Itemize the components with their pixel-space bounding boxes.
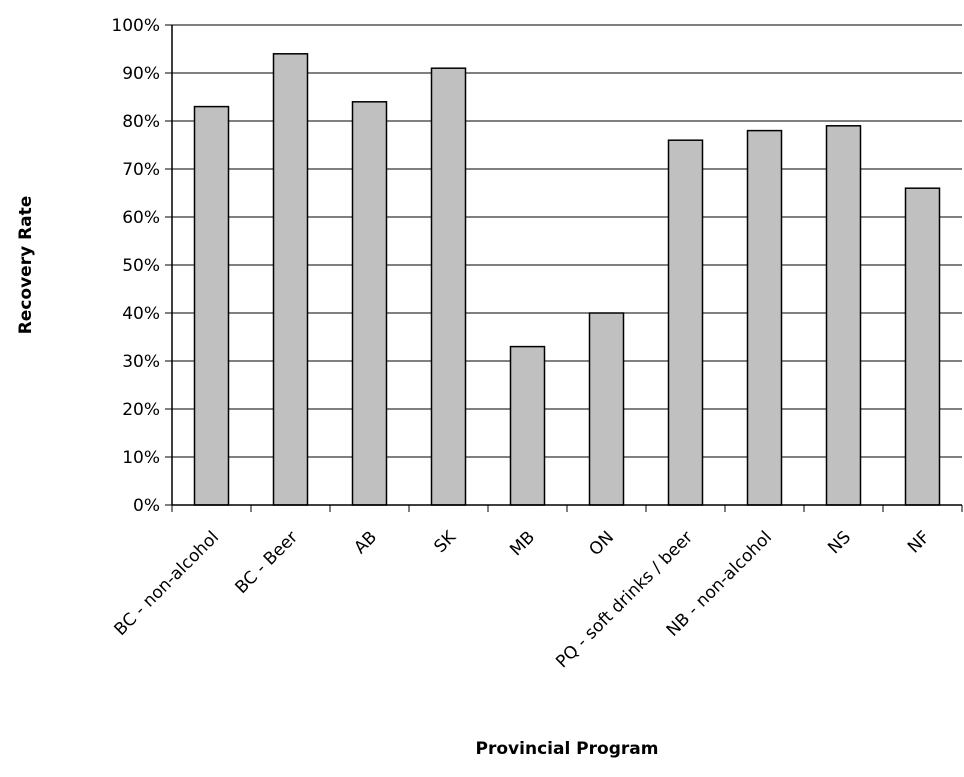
- x-category-label: ON: [585, 527, 618, 560]
- y-axis-title: Recovery Rate: [16, 196, 36, 335]
- y-tick-label: 80%: [122, 112, 160, 132]
- bar: [351, 101, 388, 506]
- labels: 0% 10% 20% 30% 40% 50% 60% 70% 80% 90% 100% BC - no…: [111, 16, 934, 672]
- y-tick-label: 100%: [111, 16, 160, 36]
- bar: [193, 105, 230, 506]
- bar: [272, 53, 309, 506]
- bar: [746, 129, 783, 506]
- x-category-label: BC - Beer: [232, 527, 303, 598]
- y-tick-label: 60%: [122, 208, 160, 228]
- x-category-label: MB: [506, 527, 539, 560]
- y-tick-label: 70%: [122, 160, 160, 180]
- y-tick-label: 30%: [122, 352, 160, 372]
- y-tick-label: 0%: [133, 496, 160, 516]
- bar: [667, 139, 704, 506]
- y-tick-label: 40%: [122, 304, 160, 324]
- bar: [904, 187, 941, 506]
- y-tick-label: 10%: [122, 448, 160, 468]
- x-category-label: BC - non-alcohol: [111, 527, 223, 639]
- bar: [588, 312, 625, 506]
- bar: [430, 67, 467, 506]
- y-tick-label: 50%: [122, 256, 160, 276]
- x-category-label: NF: [904, 527, 934, 557]
- y-tick-label: 20%: [122, 400, 160, 420]
- x-axis-title: Provincial Program: [476, 739, 659, 759]
- axes: [165, 24, 963, 512]
- bar: [509, 345, 546, 506]
- x-category-label: AB: [350, 527, 381, 558]
- bar: [825, 125, 862, 506]
- y-tick-label: 90%: [122, 64, 160, 84]
- x-category-label: PQ - soft drinks / beer: [552, 527, 697, 672]
- x-category-label: SK: [430, 527, 460, 557]
- x-category-label: NS: [824, 527, 855, 558]
